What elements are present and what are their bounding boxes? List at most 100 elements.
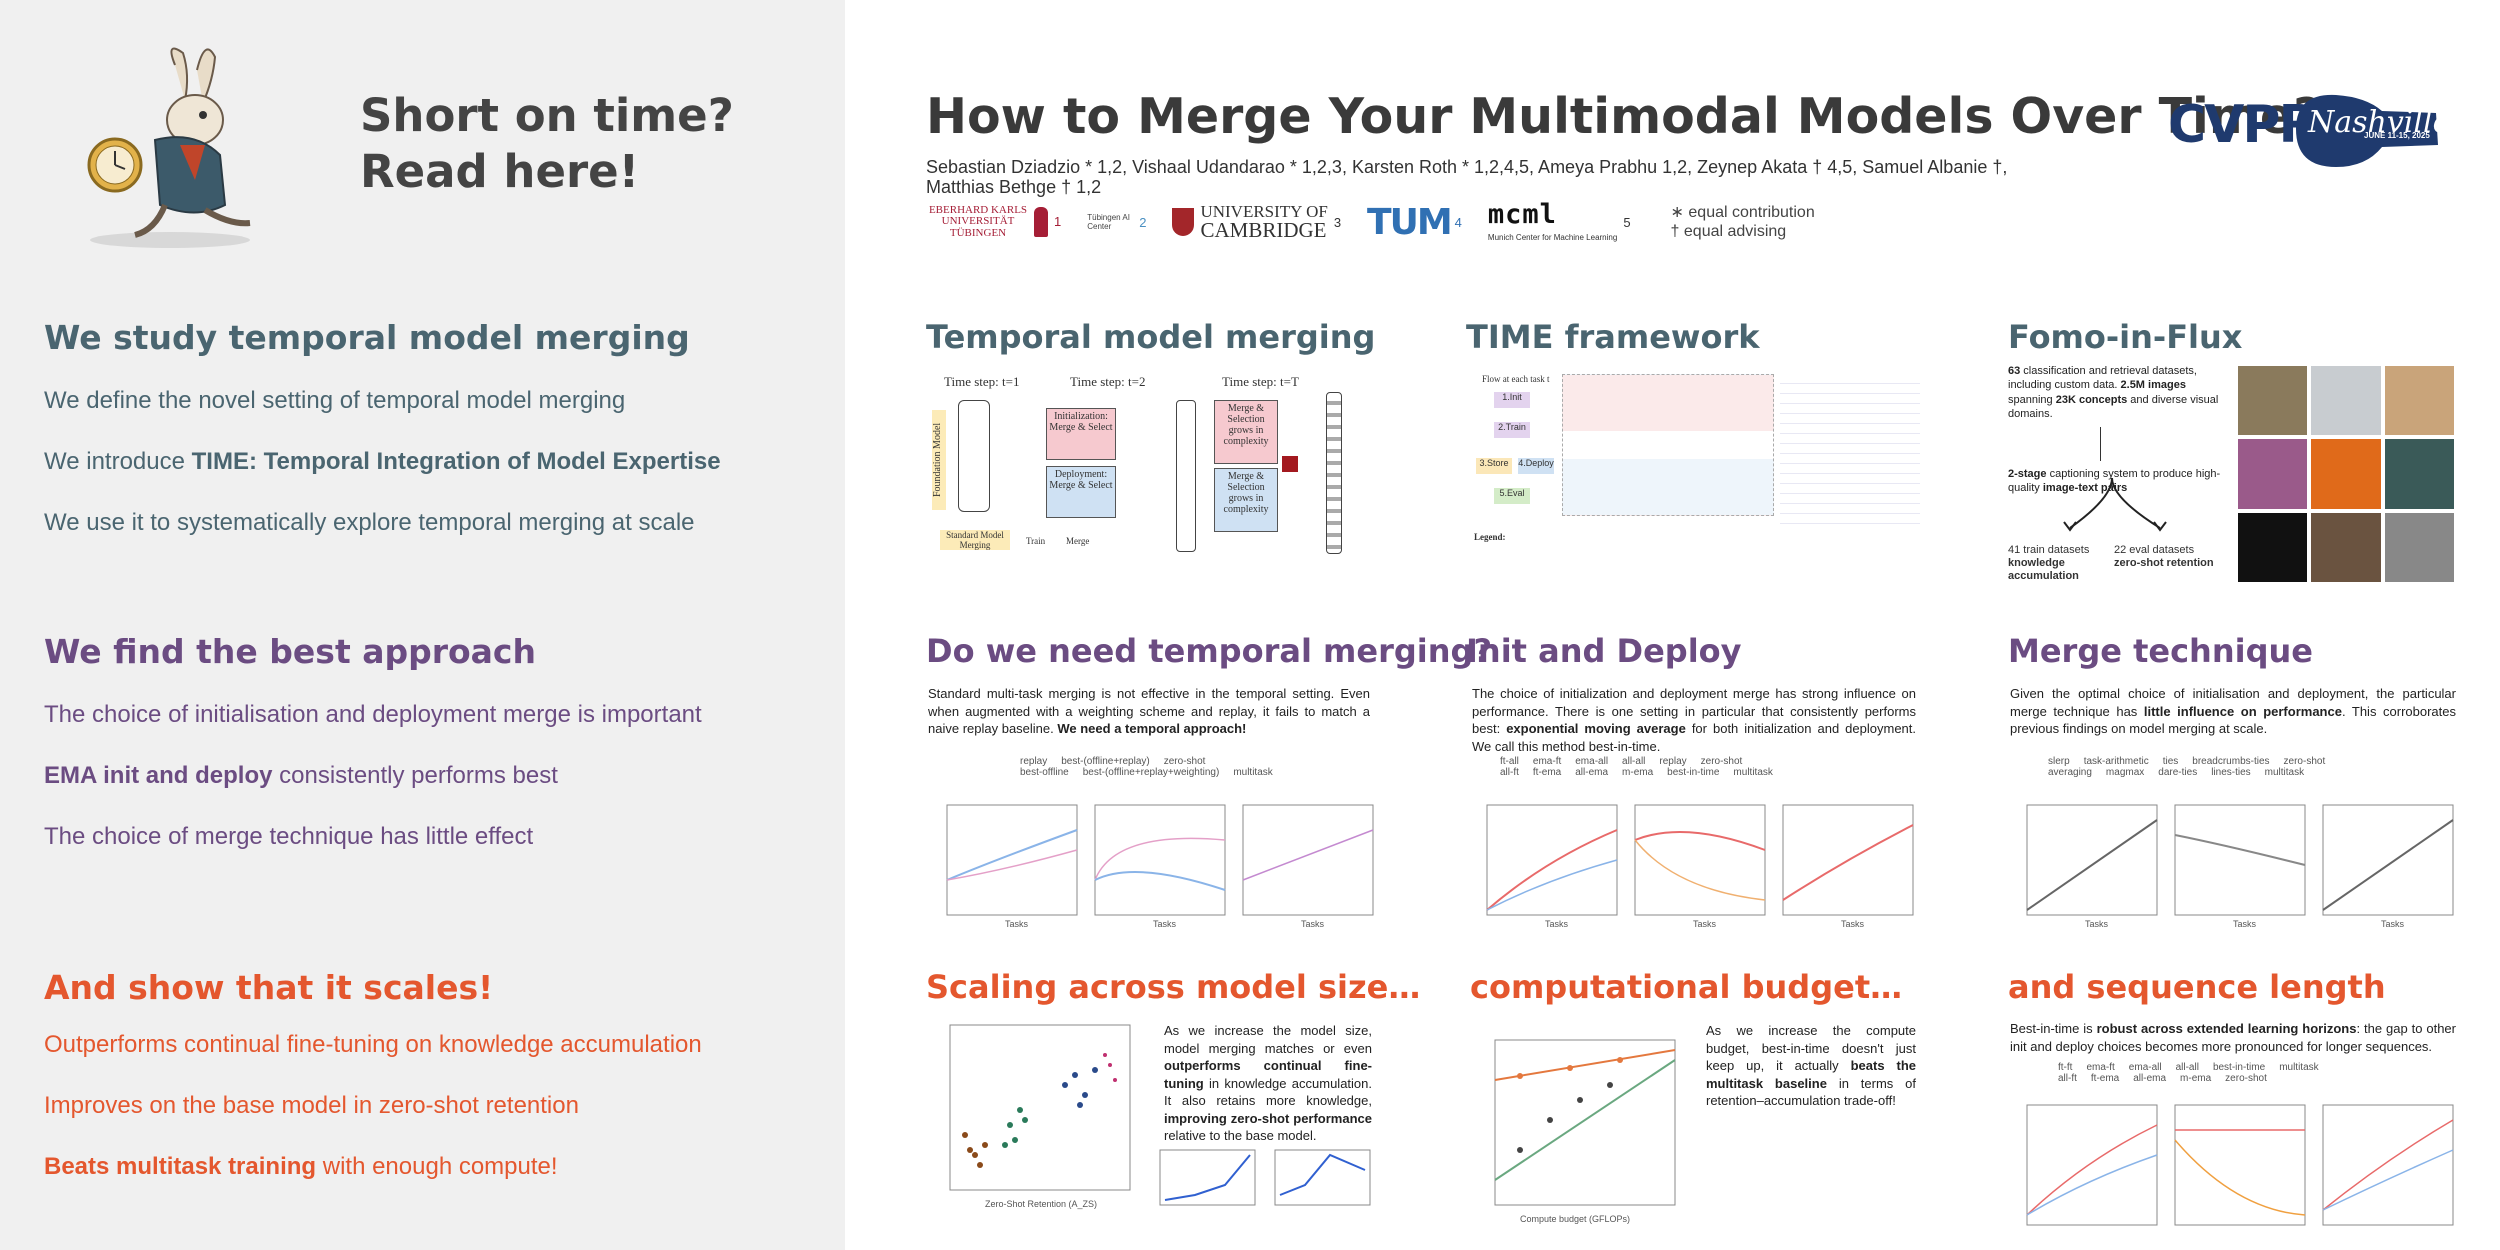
- sample-image-painting: [2238, 439, 2308, 509]
- mcml-logo: mcml Munich Center for Machine Learning 5: [1487, 198, 1631, 242]
- legend-item: ft-all: [1500, 756, 1519, 767]
- legend-item: all-ft: [2058, 1073, 2077, 1084]
- sample-image-mask: [2238, 512, 2308, 582]
- cambridge-logo: UNIVERSITY OF CAMBRIDGE 3: [1172, 203, 1341, 241]
- hero-title-line-1: Short on time?: [360, 89, 734, 142]
- scales-heading: And show that it scales!: [44, 968, 494, 1007]
- legend-item: averaging: [2048, 767, 2092, 778]
- legend-item: ft-ema: [1532, 767, 1562, 778]
- sample-image-retina: [2311, 439, 2381, 509]
- legend-item: all-ema: [1575, 767, 1609, 778]
- scaling-delta-plots: [1159, 1149, 1371, 1206]
- compute-budget-plot: Compute budget (GFLOPs): [1494, 1039, 1676, 1224]
- legend-item: ties: [2162, 756, 2179, 767]
- fomo-description: 63 classification and retrieval datasets…: [2008, 364, 2233, 496]
- legend-item: dare-ties: [2158, 767, 2198, 778]
- summary-column: [0, 0, 845, 1250]
- legend-item: multitask: [2264, 767, 2305, 778]
- svg-text:Tasks: Tasks: [2085, 919, 2109, 929]
- init-legend: ft-all ema-ft ema-all all-all replay zero-sho…: [1500, 756, 1920, 778]
- legend-item: ema-ft: [2086, 1062, 2115, 1073]
- contribution-notes: ∗ equal contribution † equal advising: [1670, 203, 1815, 240]
- fomo-eval-label: 22 eval datasets zero-shot retention: [2114, 544, 2214, 570]
- legend-item: zero-shot: [1163, 756, 1206, 767]
- sample-image-shell: [2311, 512, 2381, 582]
- sequence-legend: ft-ft ema-ft ema-all all-all best-in-time mul…: [2058, 1062, 2458, 1084]
- scales-line-3: Beats multitask training with enough com…: [44, 1153, 558, 1181]
- compute-x-label: Compute budget (GFLOPs): [1520, 1214, 1630, 1224]
- tum-logo: TUM 4: [1367, 201, 1462, 243]
- legend-item: best-(offline+replay): [1061, 756, 1150, 767]
- sample-image-scan: [2384, 512, 2454, 582]
- legend-item: zero-shot: [2225, 1073, 2267, 1084]
- legend-item: ema-ft: [1532, 756, 1562, 767]
- study-heading: We study temporal model merging: [44, 318, 690, 357]
- fomo-image-grid: [2238, 366, 2454, 582]
- legend-item: all-all: [1622, 756, 1646, 767]
- best-heading: We find the best approach: [44, 632, 536, 671]
- merge-technique-title: Merge technique: [2008, 632, 2313, 670]
- sample-image-texture: [2384, 366, 2454, 436]
- need-plots: Tasks Tasks Tasks: [946, 804, 1374, 929]
- legend-item: slerp: [2048, 756, 2070, 767]
- merge-legend: slerp task-arithmetic ties breadcrumbs-ties…: [2048, 756, 2458, 778]
- legend-item: breadcrumbs-ties: [2192, 756, 2270, 767]
- legend-item: replay: [1020, 756, 1048, 767]
- sample-image-bird: [2238, 366, 2308, 436]
- sequence-length-title: and sequence length: [2008, 968, 2386, 1006]
- poster-title: How to Merge Your Multimodal Models Over…: [926, 88, 2322, 145]
- legend-item: multitask: [1233, 767, 1273, 778]
- init-deploy-title: Init and Deploy: [1466, 632, 1742, 670]
- init-deploy-text: The choice of initialization and deploym…: [1472, 686, 1917, 754]
- legend-item: ema-all: [1575, 756, 1609, 767]
- legend-item: m-ema: [2180, 1073, 2212, 1084]
- cvpr-logo: CVPR Nashville JUNE 11-15, 2025: [2168, 83, 2450, 175]
- svg-text:Tasks: Tasks: [1301, 919, 1325, 929]
- scaling-scatter-plot: Zero-Shot Retention (A_ZS): [949, 1024, 1131, 1209]
- hero-title-line-2: Read here!: [360, 145, 640, 199]
- legend-item: multitask: [1733, 767, 1773, 778]
- legend-item: ft-ema: [2090, 1073, 2120, 1084]
- legend-item: lines-ties: [2211, 767, 2251, 778]
- legend-item: ema-all: [2128, 1062, 2162, 1073]
- affiliation-logos: EBERHARD KARLS UNIVERSITÄT TÜBINGEN 1 Tü…: [928, 198, 1815, 243]
- svg-text:Tasks: Tasks: [2233, 919, 2257, 929]
- legend-item: best-(offline+replay+weighting): [1082, 767, 1220, 778]
- study-line-3: We use it to systematically explore temp…: [44, 509, 695, 537]
- time-framework-diagram: Flow at each task t 1.Init 2.Train 3.Sto…: [1470, 370, 1925, 560]
- best-block: We find the best approach The choice of …: [44, 632, 824, 853]
- fomo-in-flux-title: Fomo-in-Flux: [2008, 318, 2243, 356]
- temporal-merging-diagram: Time step: t=1 Time step: t=2 Time step:…: [930, 370, 1360, 560]
- svg-text:Tasks: Tasks: [1005, 919, 1029, 929]
- init-deploy-plots: Tasks Tasks Tasks: [1486, 804, 1914, 929]
- svg-text:Tasks: Tasks: [1545, 919, 1569, 929]
- fomo-train-label: 41 train datasets knowledge accumulation: [2008, 544, 2090, 583]
- study-line-1: We define the novel setting of temporal …: [44, 387, 626, 414]
- legend-item: multitask: [2279, 1062, 2319, 1073]
- tubingen-ai-center-logo: Tübingen AI Center 2: [1087, 213, 1147, 231]
- legend-item: all-ft: [1500, 767, 1519, 778]
- fomo-caption-text: 2-stage captioning system to produce hig…: [2008, 468, 2221, 495]
- author-list: Sebastian Dziadzio * 1,2, Vishaal Udanda…: [926, 157, 2008, 197]
- sample-image-sketch: [2311, 366, 2381, 436]
- need-temporal-text: Standard multi-task merging is not effec…: [928, 686, 1370, 737]
- need-legend: replay best-(offline+replay) zero-shot bes…: [1020, 756, 1360, 778]
- computational-budget-text: As we increase the compute budget, best-…: [1706, 1023, 1917, 1109]
- legend-item: ft-ft: [2058, 1062, 2073, 1073]
- best-line-2: EMA init and deploy consistently perform…: [44, 762, 558, 790]
- scaling-model-size-text: As we increase the model size, model mer…: [1164, 1023, 1372, 1144]
- sample-image-satellite: [2384, 439, 2454, 509]
- svg-text:Tasks: Tasks: [1841, 919, 1865, 929]
- sequence-length-plots: [2026, 1104, 2454, 1226]
- legend-item: best-offline: [1020, 767, 1069, 778]
- tubingen-logo: EBERHARD KARLS UNIVERSITÄT TÜBINGEN 1: [928, 203, 1062, 239]
- legend-item: zero-shot: [2283, 756, 2326, 767]
- fomo-dataset-text: 63 classification and retrieval datasets…: [2008, 365, 2219, 420]
- scaling-x-label: Zero-Shot Retention (A_ZS): [985, 1199, 1097, 1209]
- legend-item: all-all: [2175, 1062, 2199, 1073]
- legend-item: magmax: [2105, 767, 2145, 778]
- scaling-model-size-title: Scaling across model size…: [926, 968, 1421, 1006]
- guitar-icon: [2296, 94, 2438, 167]
- best-line-1: The choice of initialisation and deploym…: [44, 701, 702, 728]
- legend-item: task-arithmetic: [2083, 756, 2149, 767]
